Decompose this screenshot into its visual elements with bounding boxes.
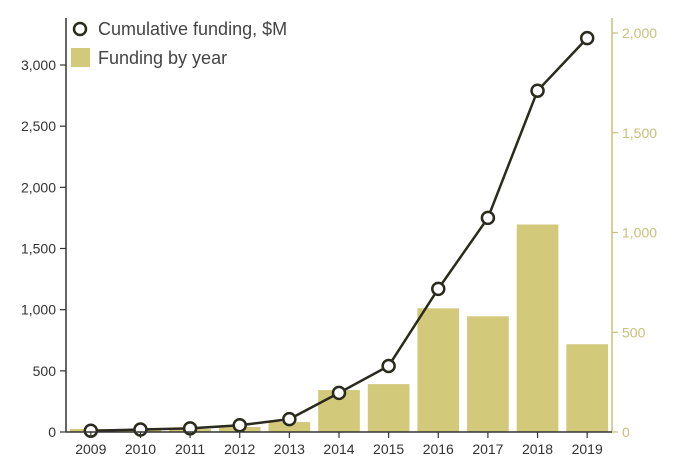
point-2019 — [579, 30, 595, 46]
left-tick-label: 1,000 — [21, 302, 56, 318]
x-tick-label: 2018 — [522, 441, 553, 457]
bar-2019 — [566, 344, 609, 432]
right-tick-label: 1,000 — [622, 225, 657, 241]
legend-line-label: Cumulative funding, $M — [98, 19, 287, 39]
bar-2017 — [467, 316, 509, 432]
legend-bar-swatch — [71, 48, 90, 67]
x-tick-label: 2011 — [175, 441, 205, 457]
x-tick-label: 2016 — [423, 441, 454, 457]
x-tick-label: 2013 — [274, 441, 305, 457]
x-tick-label: 2012 — [224, 441, 255, 457]
left-tick-label: 2,500 — [21, 118, 56, 134]
bars-layer — [69, 224, 609, 432]
x-tick-label: 2014 — [323, 441, 354, 457]
bar-2013 — [268, 422, 311, 432]
left-tick-label: 1,500 — [21, 241, 56, 257]
left-tick-label: 0 — [48, 424, 56, 440]
left-tick-label: 2,000 — [21, 179, 56, 195]
point-2016 — [431, 281, 446, 297]
bar-2018 — [516, 224, 559, 432]
left-tick-label: 500 — [33, 363, 57, 379]
legend-bar-label: Funding by year — [98, 48, 227, 68]
cumulative-line — [90, 37, 589, 433]
x-tick-label: 2010 — [125, 441, 156, 457]
bar-2016 — [417, 308, 460, 432]
line-layer — [83, 30, 595, 439]
point-2018 — [530, 83, 545, 98]
x-tick-label: 2019 — [572, 441, 603, 457]
right-tick-label: 2,000 — [622, 25, 657, 41]
point-2014 — [331, 385, 347, 401]
axes-layer: 0 500 1,000 1,500 2,000 2,500 3,000 0 500 1,000 1,… — [21, 18, 657, 457]
point-2013 — [282, 411, 297, 427]
right-tick-label: 500 — [622, 324, 646, 340]
legend-line-marker — [72, 21, 88, 37]
point-2017 — [480, 210, 496, 226]
x-tick-label: 2015 — [373, 441, 404, 457]
point-2015 — [381, 358, 396, 374]
legend: Cumulative funding, $M Funding by year — [71, 19, 287, 68]
x-tick-label: 2009 — [75, 441, 106, 457]
point-2012 — [232, 418, 247, 433]
x-tick-label: 2017 — [472, 441, 503, 457]
right-tick-label: 0 — [622, 424, 630, 440]
bar-2015 — [367, 384, 410, 432]
right-tick-label: 1,500 — [622, 125, 657, 141]
left-tick-label: 3,000 — [21, 57, 56, 73]
